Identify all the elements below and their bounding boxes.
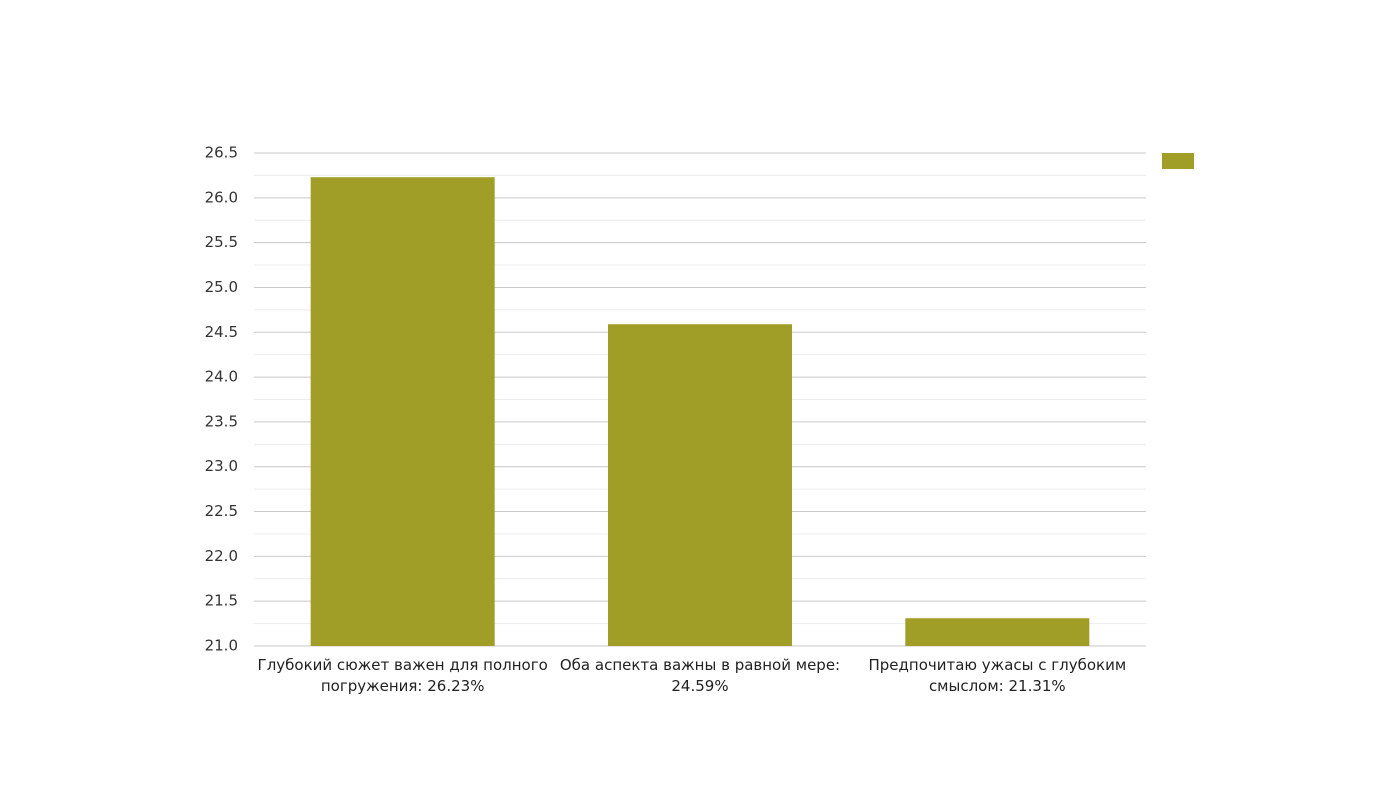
y-tick-label: 21.0 — [205, 637, 238, 655]
y-tick-label: 24.0 — [205, 368, 238, 386]
y-tick-label: 23.5 — [205, 412, 238, 430]
x-tick-label: Оба аспекта важны в равной мере: 24.59% — [559, 656, 841, 695]
y-tick-label: 23.0 — [205, 457, 238, 475]
y-tick-label: 22.0 — [205, 547, 238, 565]
y-tick-label: 25.5 — [205, 233, 238, 251]
y-tick-label: 21.5 — [205, 592, 238, 610]
x-tick-label: Глубокий сюжет важен для полного погруже… — [257, 656, 548, 695]
bar — [905, 618, 1090, 646]
y-tick-label: 24.5 — [205, 323, 238, 341]
bar — [310, 177, 495, 646]
y-tick-label: 26.5 — [205, 144, 238, 162]
bar — [608, 324, 792, 646]
legend-swatch — [1162, 153, 1194, 169]
x-tick-label: Предпочитаю ужасы с глубоким смыслом: 21… — [868, 656, 1127, 695]
y-tick-label: 25.0 — [205, 278, 238, 296]
y-tick-label: 26.0 — [205, 188, 238, 206]
y-tick-label: 22.5 — [205, 502, 238, 520]
